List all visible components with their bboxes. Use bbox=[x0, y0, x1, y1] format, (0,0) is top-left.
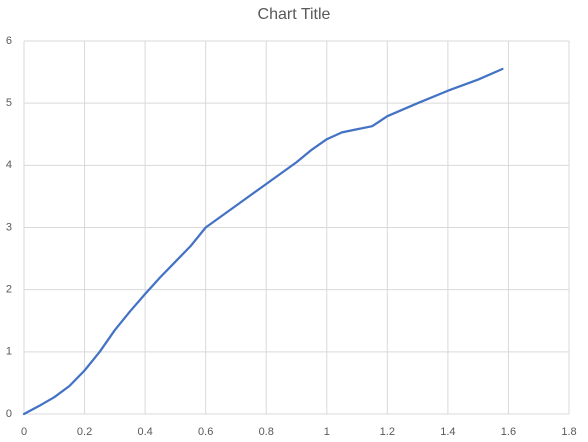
x-tick-label: 0 bbox=[21, 426, 27, 438]
y-tick-label: 5 bbox=[6, 97, 12, 109]
x-tick-label: 1.2 bbox=[380, 426, 395, 438]
chart-title: Chart Title bbox=[258, 6, 331, 23]
x-tick-label: 0.8 bbox=[259, 426, 274, 438]
y-tick-label: 0 bbox=[6, 408, 12, 420]
x-tick-label: 0.6 bbox=[198, 426, 213, 438]
y-tick-label: 6 bbox=[6, 35, 12, 47]
x-tick-label: 1.8 bbox=[561, 426, 576, 438]
y-tick-label: 4 bbox=[6, 159, 12, 171]
y-tick-label: 2 bbox=[6, 284, 12, 296]
x-tick-label: 1 bbox=[324, 426, 330, 438]
y-tick-label: 1 bbox=[6, 346, 12, 358]
x-tick-label: 0.4 bbox=[137, 426, 152, 438]
x-tick-label: 1.6 bbox=[501, 426, 516, 438]
x-tick-label: 0.2 bbox=[77, 426, 92, 438]
x-tick-label: 1.4 bbox=[440, 426, 455, 438]
y-tick-label: 3 bbox=[6, 221, 12, 233]
data-line bbox=[22, 67, 504, 416]
